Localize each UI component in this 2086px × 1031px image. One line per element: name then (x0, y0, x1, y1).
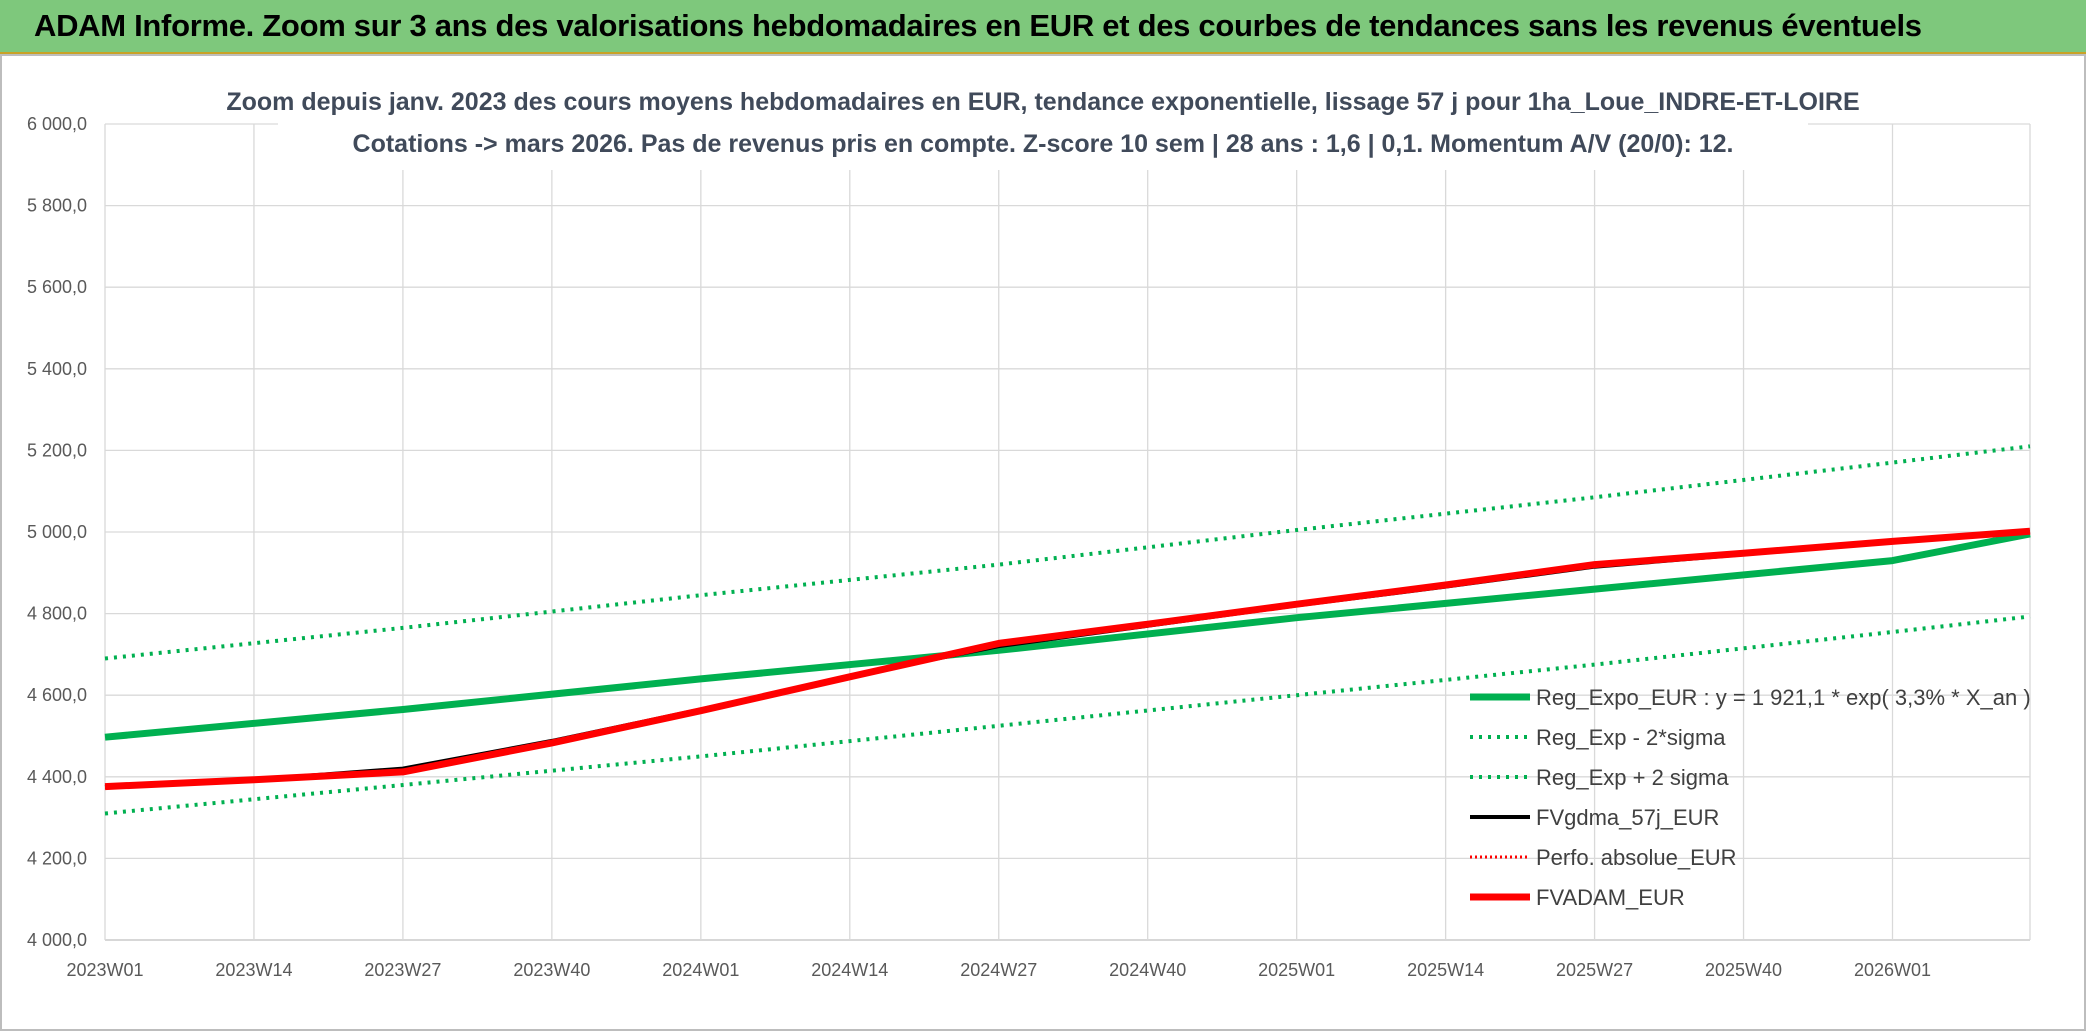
x-tick-label: 2025W27 (1556, 960, 1633, 980)
x-tick-label: 2023W01 (66, 960, 143, 980)
legend-label-2: Reg_Exp - 2*sigma (1536, 725, 1726, 750)
y-tick-label: 4 000,0 (27, 930, 87, 950)
y-tick-label: 5 000,0 (27, 522, 87, 542)
x-tick-label: 2025W01 (1258, 960, 1335, 980)
y-tick-label: 6 000,0 (27, 114, 87, 134)
legend-label-3: Reg_Exp + 2 sigma (1536, 765, 1729, 790)
series-line-3 (104, 444, 2031, 661)
y-tick-label: 5 800,0 (27, 196, 87, 216)
report-banner: ADAM Informe. Zoom sur 3 ans des valoris… (0, 0, 2086, 54)
series-line-1 (104, 530, 2031, 741)
x-tick-label: 2023W40 (513, 960, 590, 980)
y-tick-label: 5 200,0 (27, 440, 87, 460)
chart-title-line-1: Zoom depuis janv. 2023 des cours moyens … (226, 88, 1859, 116)
chart-series (104, 444, 2031, 816)
series-line-6 (104, 527, 2031, 791)
x-tick-label: 2024W40 (1109, 960, 1186, 980)
x-tick-label: 2024W14 (811, 960, 888, 980)
x-tick-label: 2025W40 (1705, 960, 1782, 980)
legend-label-5: Perfo. absolue_EUR (1536, 845, 1737, 870)
y-tick-label: 4 800,0 (27, 604, 87, 624)
x-tick-label: 2025W14 (1407, 960, 1484, 980)
chart-title-background (278, 78, 1808, 170)
x-tick-label: 2024W01 (662, 960, 739, 980)
chart-frame (0, 54, 2086, 1031)
y-tick-label: 4 200,0 (27, 848, 87, 868)
y-tick-label: 4 400,0 (27, 767, 87, 787)
series-line-4 (104, 530, 2031, 789)
x-tick-label: 2023W14 (215, 960, 292, 980)
legend-label-6: FVADAM_EUR (1536, 885, 1685, 910)
legend-label-1: Reg_Expo_EUR : y = 1 921,1 * exp( 3,3% *… (1536, 685, 2031, 710)
y-tick-label: 5 600,0 (27, 277, 87, 297)
report-title: ADAM Informe. Zoom sur 3 ans des valoris… (34, 8, 1922, 43)
x-tick-label: 2024W27 (960, 960, 1037, 980)
chart-legend: Reg_Expo_EUR : y = 1 921,1 * exp( 3,3% *… (1470, 685, 2031, 910)
x-tick-label: 2023W27 (364, 960, 441, 980)
series-line-5 (104, 529, 2031, 789)
y-tick-label: 5 400,0 (27, 359, 87, 379)
legend-label-4: FVgdma_57j_EUR (1536, 805, 1719, 830)
chart-grid (104, 123, 2031, 941)
x-axis-ticks: 2023W01 2023W14 2023W27 2023W40 2024W01 2024W… (66, 960, 1931, 980)
y-tick-label: 4 600,0 (27, 685, 87, 705)
chart-title-line-2: Cotations -> mars 2026. Pas de revenus p… (353, 130, 1734, 158)
x-tick-label: 2026W01 (1854, 960, 1931, 980)
series-line-2 (104, 614, 2031, 816)
y-axis-ticks: 4 000,0 4 200,0 4 400,0 4 600,0 4 800,0 5 000… (27, 114, 87, 950)
